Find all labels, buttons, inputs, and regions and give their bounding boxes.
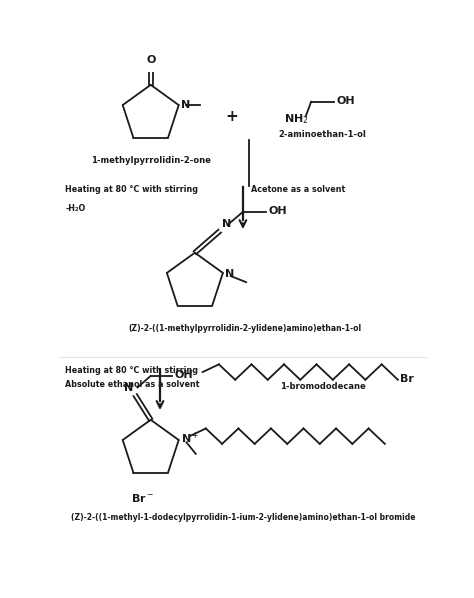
Text: Heating at 80 °C with stirring: Heating at 80 °C with stirring xyxy=(65,185,199,194)
Text: Absolute ethanol as a solvent: Absolute ethanol as a solvent xyxy=(65,380,200,389)
Text: N: N xyxy=(124,383,133,393)
Text: Heating at 80 °C with stirring: Heating at 80 °C with stirring xyxy=(65,366,199,375)
Text: Acetone as a solvent: Acetone as a solvent xyxy=(251,185,346,194)
Text: (Z)-2-((1-methyl-1-dodecylpyrrolidin-1-ium-2-ylidene)amino)ethan-1-ol bromide: (Z)-2-((1-methyl-1-dodecylpyrrolidin-1-i… xyxy=(71,513,415,522)
Text: Br: Br xyxy=(400,374,414,384)
Text: OH: OH xyxy=(175,370,193,380)
Text: 2-aminoethan-1-ol: 2-aminoethan-1-ol xyxy=(279,130,367,139)
Text: (Z)-2-((1-methylpyrrolidin-2-ylidene)amino)ethan-1-ol: (Z)-2-((1-methylpyrrolidin-2-ylidene)ami… xyxy=(128,324,362,333)
Text: OH: OH xyxy=(268,206,287,216)
Text: 1-bromododecane: 1-bromododecane xyxy=(280,382,365,391)
Text: N: N xyxy=(225,270,235,279)
Text: N$^+$: N$^+$ xyxy=(181,431,200,446)
Text: Br$^-$: Br$^-$ xyxy=(131,492,155,504)
Text: O: O xyxy=(146,55,155,65)
Text: N: N xyxy=(181,100,190,110)
Text: -H₂O: -H₂O xyxy=(65,205,86,213)
Text: OH: OH xyxy=(337,96,356,106)
Text: NH$_2$: NH$_2$ xyxy=(284,112,309,126)
Text: +: + xyxy=(225,109,237,124)
Text: N: N xyxy=(222,219,231,229)
Text: 1-methylpyrrolidin-2-one: 1-methylpyrrolidin-2-one xyxy=(91,157,210,166)
